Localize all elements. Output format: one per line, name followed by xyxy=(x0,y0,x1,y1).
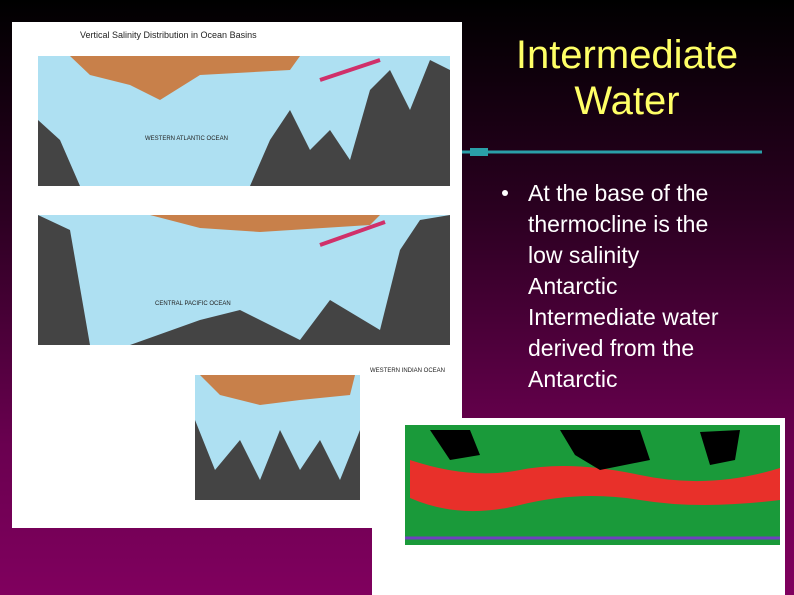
figure-caption: Vertical Salinity Distribution in Ocean … xyxy=(80,30,257,40)
bullet-line: Intermediate water xyxy=(528,304,719,330)
panel-label: CENTRAL PACIFIC OCEAN xyxy=(155,301,231,307)
bullet-line: Antarctic xyxy=(528,366,618,392)
panel-label: WESTERN INDIAN OCEAN xyxy=(370,368,445,374)
bullet-line: derived from the xyxy=(528,335,695,361)
panel-label: WESTERN ATLANTIC OCEAN xyxy=(145,136,228,142)
bullet-line: thermocline is the xyxy=(528,211,709,237)
bullet-line: low salinity xyxy=(528,242,640,268)
slide-title: Intermediate xyxy=(515,33,739,77)
bullet-line: At the base of the xyxy=(528,180,709,206)
slide-title: Water xyxy=(574,79,680,123)
rule-block xyxy=(470,148,488,156)
bullet-dot xyxy=(502,190,508,196)
bullet-line: Antarctic xyxy=(528,273,618,299)
